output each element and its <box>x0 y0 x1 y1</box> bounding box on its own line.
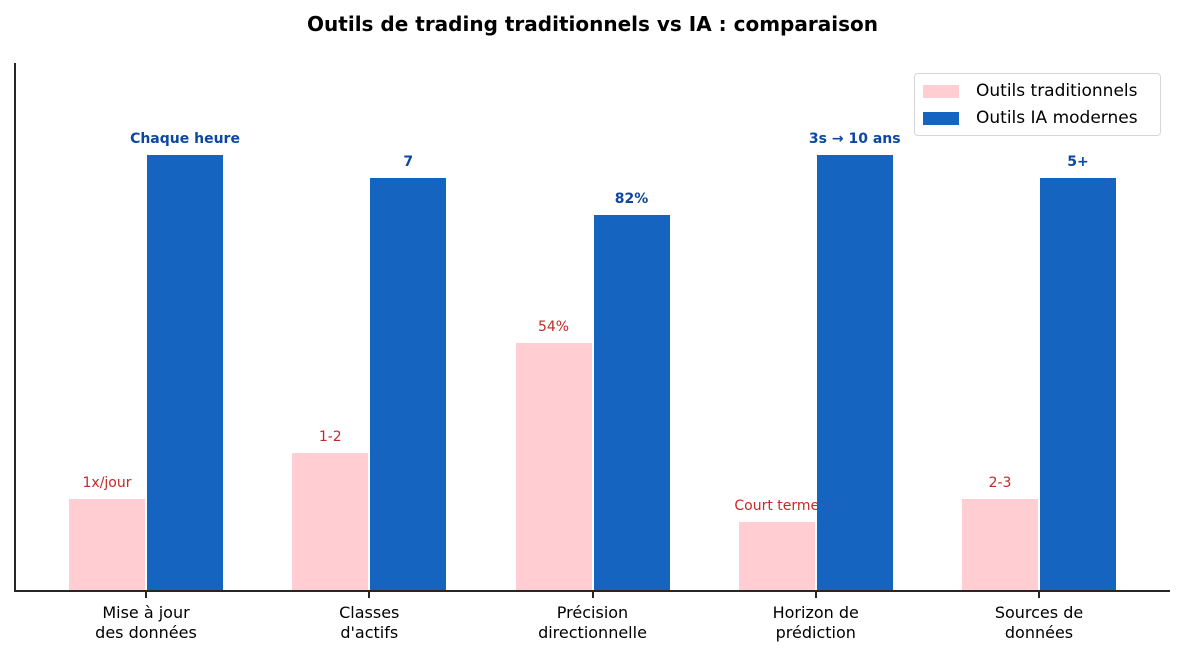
bar-ai <box>593 214 670 591</box>
x-tick <box>814 592 817 598</box>
bar-traditional <box>515 343 592 591</box>
bar-traditional <box>69 499 145 591</box>
legend-label-traditional: Outils traditionnels <box>976 81 1138 101</box>
legend-label-ai: Outils IA modernes <box>976 108 1138 128</box>
value-label-ai: 3s → 10 ans <box>808 130 901 147</box>
legend-swatch-traditional <box>923 84 959 98</box>
legend-item-traditional: Outils traditionnels <box>923 80 1138 102</box>
value-label-ai: 82% <box>614 190 649 207</box>
bar-ai <box>1040 177 1116 591</box>
y-axis-spine <box>14 63 16 592</box>
value-label-traditional: 54% <box>537 319 570 336</box>
bar-ai <box>147 154 223 591</box>
x-tick-label: Précision directionnelle <box>538 603 647 642</box>
value-label-ai: 7 <box>403 153 414 170</box>
bar-ai <box>370 177 447 591</box>
x-tick <box>368 592 371 598</box>
bar-traditional <box>292 453 369 591</box>
value-label-ai: 5+ <box>1067 153 1089 170</box>
value-label-traditional: Court terme <box>734 498 820 515</box>
bar-traditional <box>738 522 815 591</box>
value-label-traditional: 1-2 <box>318 429 342 446</box>
value-label-ai: Chaque heure <box>130 130 240 147</box>
x-tick-label: Sources de données <box>994 603 1084 642</box>
x-tick-label: Mise à jour des données <box>95 603 197 642</box>
bar-ai <box>816 154 893 591</box>
x-axis-spine <box>14 590 1170 592</box>
value-label-traditional: 1x/jour <box>82 475 132 492</box>
legend-swatch-ai <box>923 111 959 125</box>
x-tick <box>1038 592 1040 598</box>
legend-item-ai: Outils IA modernes <box>923 107 1138 129</box>
x-tick <box>145 592 147 598</box>
bar-traditional <box>962 499 1038 591</box>
x-tick-label: Classes d'actifs <box>339 603 400 642</box>
legend: Outils traditionnels Outils IA modernes <box>914 73 1161 136</box>
x-tick <box>591 592 594 598</box>
value-label-traditional: 2-3 <box>988 475 1012 492</box>
chart-title: Outils de trading traditionnels vs IA : … <box>307 12 878 36</box>
x-tick-label: Horizon de prédiction <box>772 603 859 642</box>
